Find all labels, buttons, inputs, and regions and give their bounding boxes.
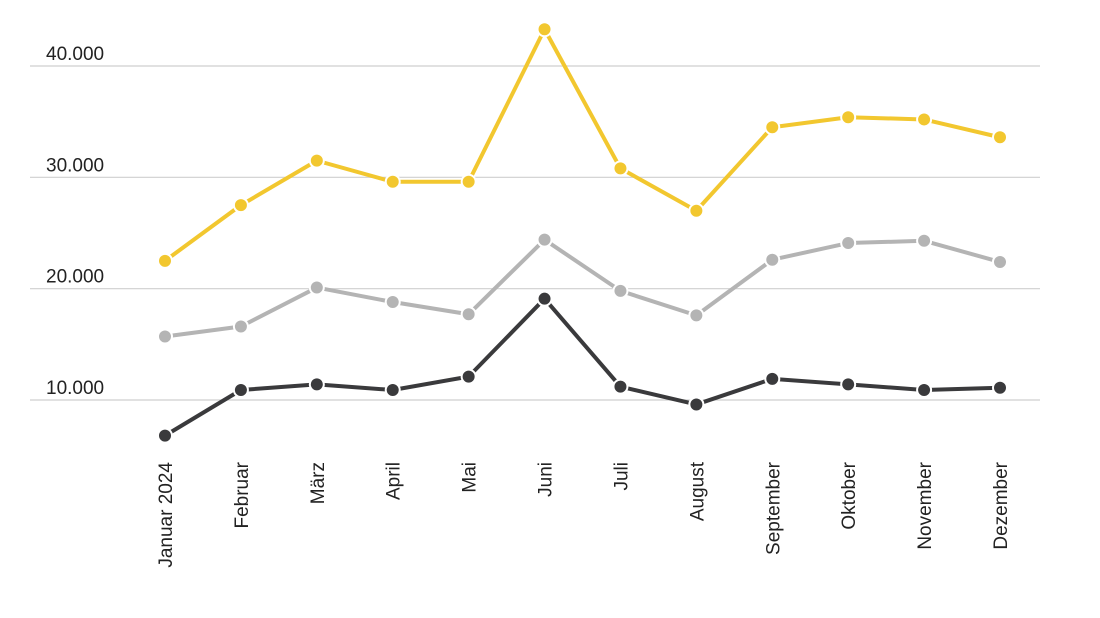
- data-point: [764, 370, 781, 387]
- data-point: [840, 235, 857, 252]
- data-point: [232, 197, 249, 214]
- x-tick-label: Januar 2024: [156, 462, 177, 568]
- x-tick-label: Februar: [232, 461, 253, 528]
- data-point: [764, 251, 781, 268]
- x-axis-tick-labels: Januar 2024 Februar März April Mai Juni Juli Au…: [156, 461, 1012, 567]
- x-tick-label: Juli: [611, 462, 632, 491]
- grid-layer: [30, 65, 1040, 401]
- y-tick-label: 40.000: [46, 44, 104, 65]
- data-point: [157, 328, 173, 345]
- x-tick-label: Dezember: [991, 461, 1012, 549]
- series-0: [157, 21, 1008, 269]
- data-point: [992, 379, 1008, 396]
- series-1: [157, 231, 1008, 345]
- data-point: [916, 232, 933, 249]
- y-tick-label: 10.000: [46, 378, 104, 399]
- x-tick-label: September: [763, 461, 784, 555]
- data-point: [840, 376, 857, 393]
- data-point: [536, 231, 553, 248]
- data-point: [308, 376, 325, 393]
- data-point: [157, 252, 173, 269]
- x-tick-label: November: [915, 461, 936, 549]
- data-point: [612, 378, 629, 395]
- series-layer: [157, 21, 1008, 444]
- data-point: [460, 368, 477, 385]
- data-point: [536, 21, 553, 38]
- data-point: [612, 160, 629, 177]
- series-line: [163, 237, 1002, 339]
- data-point: [992, 129, 1008, 146]
- data-point: [384, 294, 401, 311]
- data-point: [536, 290, 553, 307]
- series-2: [157, 290, 1008, 444]
- data-point: [688, 307, 705, 324]
- y-tick-label: 30.000: [46, 155, 104, 176]
- x-tick-label: Mai: [460, 462, 481, 493]
- data-point: [384, 381, 401, 398]
- data-point: [460, 173, 477, 190]
- y-axis-tick-labels: 10.000 20.000 30.000 40.000: [46, 44, 104, 399]
- x-tick-label: August: [687, 461, 708, 521]
- data-point: [308, 152, 325, 169]
- data-point: [157, 427, 173, 444]
- data-point: [308, 279, 325, 296]
- data-point: [460, 306, 477, 323]
- data-point: [916, 111, 933, 128]
- data-point: [232, 381, 249, 398]
- data-point: [992, 253, 1008, 270]
- data-point: [688, 396, 705, 413]
- x-tick-label: April: [384, 462, 405, 500]
- data-point: [384, 173, 401, 190]
- data-point: [612, 282, 629, 299]
- data-point: [916, 381, 933, 398]
- x-tick-label: Juni: [536, 462, 557, 497]
- series-line: [163, 296, 1002, 438]
- data-point: [840, 109, 857, 126]
- x-tick-label: Oktober: [839, 461, 860, 529]
- series-line: [163, 27, 1002, 263]
- data-point: [688, 202, 705, 219]
- data-point: [764, 119, 781, 136]
- x-tick-label: März: [308, 462, 329, 504]
- y-tick-label: 20.000: [46, 267, 104, 288]
- data-point: [232, 318, 249, 335]
